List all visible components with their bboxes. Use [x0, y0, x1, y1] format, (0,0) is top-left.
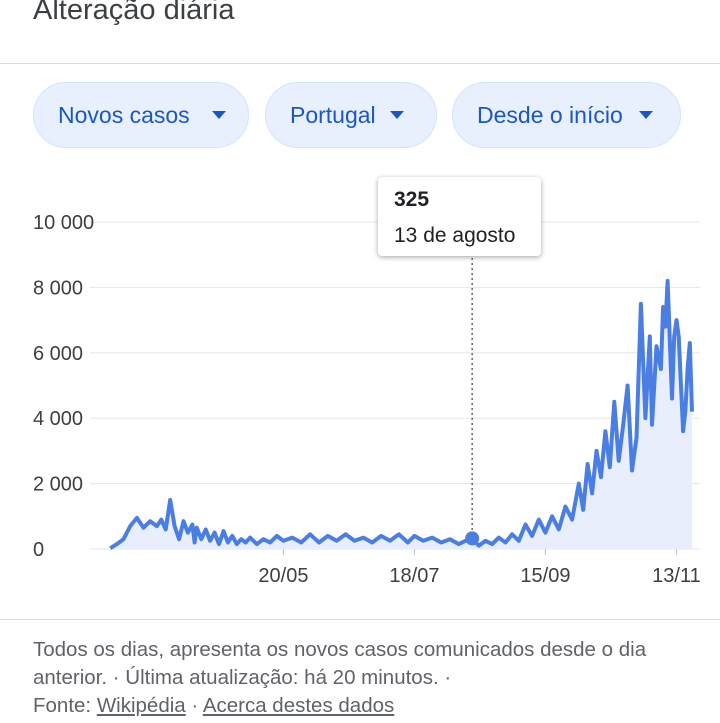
metric-dropdown-label: Novos casos — [58, 101, 190, 128]
chart-tooltip: 325 13 de agosto — [378, 177, 541, 256]
footer-separator: · — [191, 694, 199, 717]
y-tick-label: 6 000 — [33, 343, 83, 365]
tooltip-date: 13 de agosto — [394, 224, 516, 247]
highlight-point — [465, 531, 480, 546]
x-tick-label: 15/09 — [520, 565, 570, 587]
series-area — [110, 280, 692, 549]
series-line — [109, 278, 694, 550]
tooltip-value: 325 — [394, 188, 430, 211]
y-tick-label: 2 000 — [33, 474, 83, 496]
footer-divider — [0, 619, 720, 620]
x-tick-label: 13/11 — [652, 565, 701, 587]
footer-separator: · — [444, 666, 452, 689]
x-tick-label: 18/07 — [389, 565, 439, 587]
chart-footer: Todos os dias, apresenta os novos casos … — [33, 636, 703, 720]
period-dropdown-label: Desde o início — [477, 101, 623, 128]
y-tick-label: 10 000 — [33, 212, 94, 234]
daily-cases-chart[interactable]: 0 2 000 4 000 6 000 8 000 10 000 20/05 18/07 15/… — [0, 170, 720, 600]
y-tick-label: 0 — [33, 539, 44, 561]
wikipedia-link[interactable]: Wikipédia — [96, 694, 186, 717]
about-data-link[interactable]: Acerca destes dados — [202, 694, 395, 717]
dropdown-arrow-icon — [389, 111, 404, 119]
page-title: Alteração diária — [33, 0, 235, 26]
dropdown-arrow-icon — [211, 111, 226, 119]
y-tick-label: 4 000 — [33, 408, 83, 430]
period-dropdown[interactable]: Desde o início — [452, 82, 681, 148]
dropdown-arrow-icon — [638, 111, 653, 119]
region-dropdown-label: Portugal — [290, 101, 376, 128]
x-tick-label: 20/05 — [258, 565, 308, 587]
region-dropdown[interactable]: Portugal — [265, 82, 437, 148]
y-tick-label: 8 000 — [33, 277, 83, 299]
footer-description: Todos os dias, apresenta os novos casos … — [33, 638, 647, 689]
metric-dropdown[interactable]: Novos casos — [33, 82, 249, 148]
header-divider — [0, 63, 720, 64]
source-prefix: Fonte: — [33, 694, 92, 717]
